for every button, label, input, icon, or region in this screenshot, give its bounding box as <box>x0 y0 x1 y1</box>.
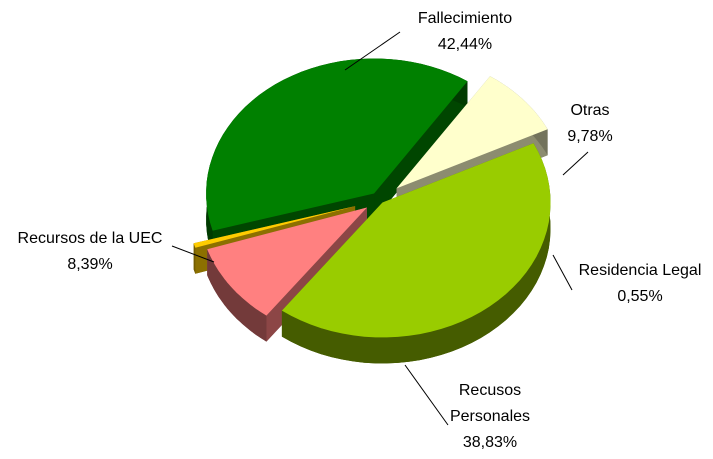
category-label: Recursos de la UEC <box>17 230 163 247</box>
slice-label: Recursos de la UEC 8,39% <box>5 226 175 278</box>
value-label: 38,83% <box>462 434 518 451</box>
slice-wall <box>207 249 267 342</box>
slice-top <box>207 207 367 316</box>
category-label: Recusos Personales <box>449 382 531 425</box>
value-label: 9,78% <box>567 128 613 145</box>
slice <box>281 143 551 364</box>
leader-line <box>404 364 449 426</box>
slice-label: Residencia Legal 0,55% <box>570 258 710 310</box>
category-label: Residencia Legal <box>578 262 702 279</box>
slice-wall <box>281 143 551 364</box>
leader-line <box>552 254 573 291</box>
category-label: Fallecimiento <box>417 10 513 27</box>
value-label: 8,39% <box>67 256 113 273</box>
leader-line <box>344 31 401 71</box>
slice-top <box>396 76 548 189</box>
slice-label: Recusos Personales 38,83% <box>430 378 550 456</box>
slice-label: Fallecimiento 42,44% <box>395 6 535 58</box>
slice-top <box>281 143 551 338</box>
category-label: Otras <box>570 102 610 119</box>
slice-wall <box>193 243 196 274</box>
leader-line <box>562 151 589 176</box>
slice-top <box>193 206 356 248</box>
value-label: 0,55% <box>617 288 663 305</box>
slice-top <box>206 58 468 231</box>
value-label: 42,44% <box>437 36 493 53</box>
slice-side <box>374 81 468 220</box>
slice-label: Otras 9,78% <box>560 98 620 150</box>
leader-line <box>171 245 215 263</box>
